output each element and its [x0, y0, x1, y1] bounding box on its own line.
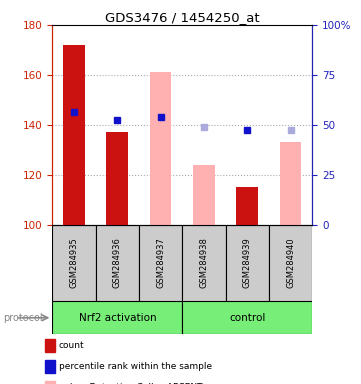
Bar	[182, 225, 226, 301]
Text: GSM284937: GSM284937	[156, 238, 165, 288]
Text: value, Detection Call = ABSENT: value, Detection Call = ABSENT	[59, 383, 203, 384]
Text: GSM284936: GSM284936	[113, 238, 122, 288]
Bar	[280, 142, 301, 225]
Bar	[226, 225, 269, 301]
Title: GDS3476 / 1454250_at: GDS3476 / 1454250_at	[105, 11, 260, 24]
Text: percentile rank within the sample: percentile rank within the sample	[59, 362, 212, 371]
Text: GSM284938: GSM284938	[200, 238, 208, 288]
Bar	[63, 45, 85, 225]
Text: GSM284935: GSM284935	[70, 238, 78, 288]
Text: GSM284939: GSM284939	[243, 238, 252, 288]
Bar	[236, 187, 258, 225]
Bar	[52, 225, 96, 301]
Bar	[106, 132, 128, 225]
Bar	[193, 165, 215, 225]
Bar	[139, 225, 182, 301]
Bar	[269, 225, 312, 301]
Text: GSM284940: GSM284940	[286, 238, 295, 288]
Bar	[182, 301, 312, 334]
Bar	[96, 225, 139, 301]
Text: Nrf2 activation: Nrf2 activation	[78, 313, 156, 323]
Text: control: control	[229, 313, 265, 323]
Text: count: count	[59, 341, 84, 350]
Text: protocol: protocol	[4, 313, 43, 323]
Bar	[52, 301, 182, 334]
Bar	[150, 72, 171, 225]
